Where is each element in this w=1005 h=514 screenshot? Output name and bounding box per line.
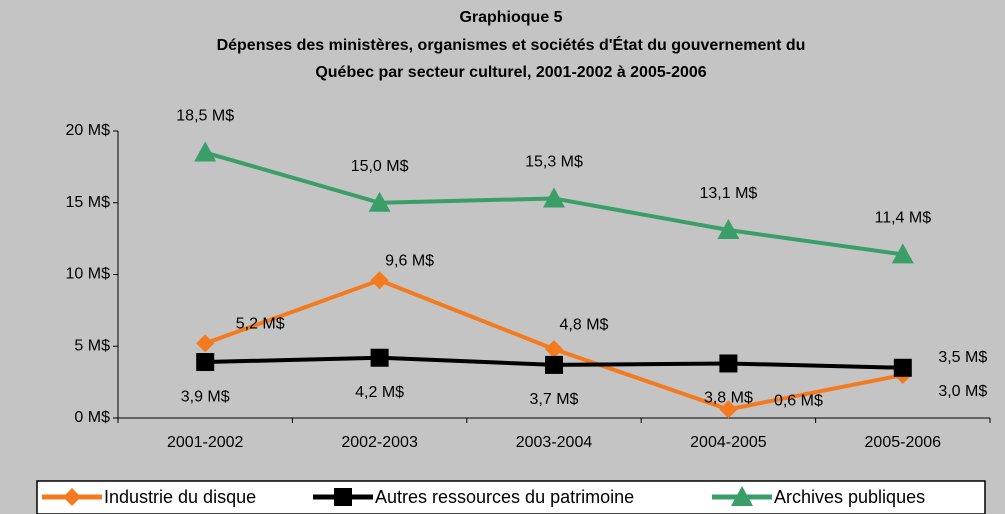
data-label: 15,0 M$ (351, 158, 409, 175)
data-label: 11,4 M$ (874, 210, 931, 227)
data-label: 4,2 M$ (355, 384, 404, 401)
marker (368, 191, 391, 212)
marker (545, 340, 563, 359)
x-tick-label: 2005-2006 (865, 434, 942, 451)
marker (543, 187, 565, 208)
data-label: 0,6 M$ (774, 393, 823, 410)
marker (370, 271, 389, 290)
marker (63, 488, 81, 506)
data-label: 3,9 M$ (181, 388, 230, 405)
marker (891, 243, 914, 264)
data-label: 13,1 M$ (699, 185, 757, 202)
x-tick-label: 2001-2002 (167, 434, 244, 451)
marker (731, 486, 753, 506)
y-tick-label: 20 M$ (66, 122, 111, 139)
chart-title: Dépenses des ministères, organismes et s… (217, 35, 806, 54)
marker (370, 348, 389, 367)
y-tick-label: 0 M$ (74, 409, 110, 426)
marker (196, 353, 215, 372)
data-label: 9,6 M$ (385, 252, 434, 269)
data-label: 3,5 M$ (938, 349, 987, 366)
y-tick-label: 5 M$ (74, 337, 110, 354)
data-label: 15,3 M$ (525, 154, 583, 171)
marker (194, 141, 217, 162)
legend-label: Autres ressources du patrimoine (375, 487, 634, 507)
marker (334, 488, 352, 506)
y-tick-label: 15 M$ (66, 194, 111, 211)
chart-title: Québec par secteur culturel, 2001-2002 à… (315, 64, 706, 81)
data-label: 4,8 M$ (560, 316, 609, 333)
legend-label: Archives publiques (774, 487, 925, 507)
chart-title: Graphioque 5 (459, 9, 562, 26)
x-tick-label: 2003-2004 (516, 434, 593, 451)
marker (893, 358, 912, 377)
data-label: 3,0 M$ (938, 383, 987, 400)
y-tick-label: 10 M$ (66, 266, 111, 283)
legend-label: Industrie du disque (104, 487, 256, 507)
data-label: 3,8 M$ (704, 390, 753, 407)
marker (719, 354, 738, 373)
marker (719, 400, 738, 419)
data-label: 5,2 M$ (236, 316, 285, 333)
x-tick-label: 2002-2003 (341, 434, 418, 451)
legend-box (36, 480, 986, 514)
marker (196, 334, 215, 353)
marker (545, 355, 563, 374)
data-label: 3,7 M$ (530, 391, 579, 408)
x-tick-label: 2004-2005 (690, 434, 767, 451)
data-label: 18,5 M$ (176, 108, 234, 125)
marker (717, 219, 740, 240)
